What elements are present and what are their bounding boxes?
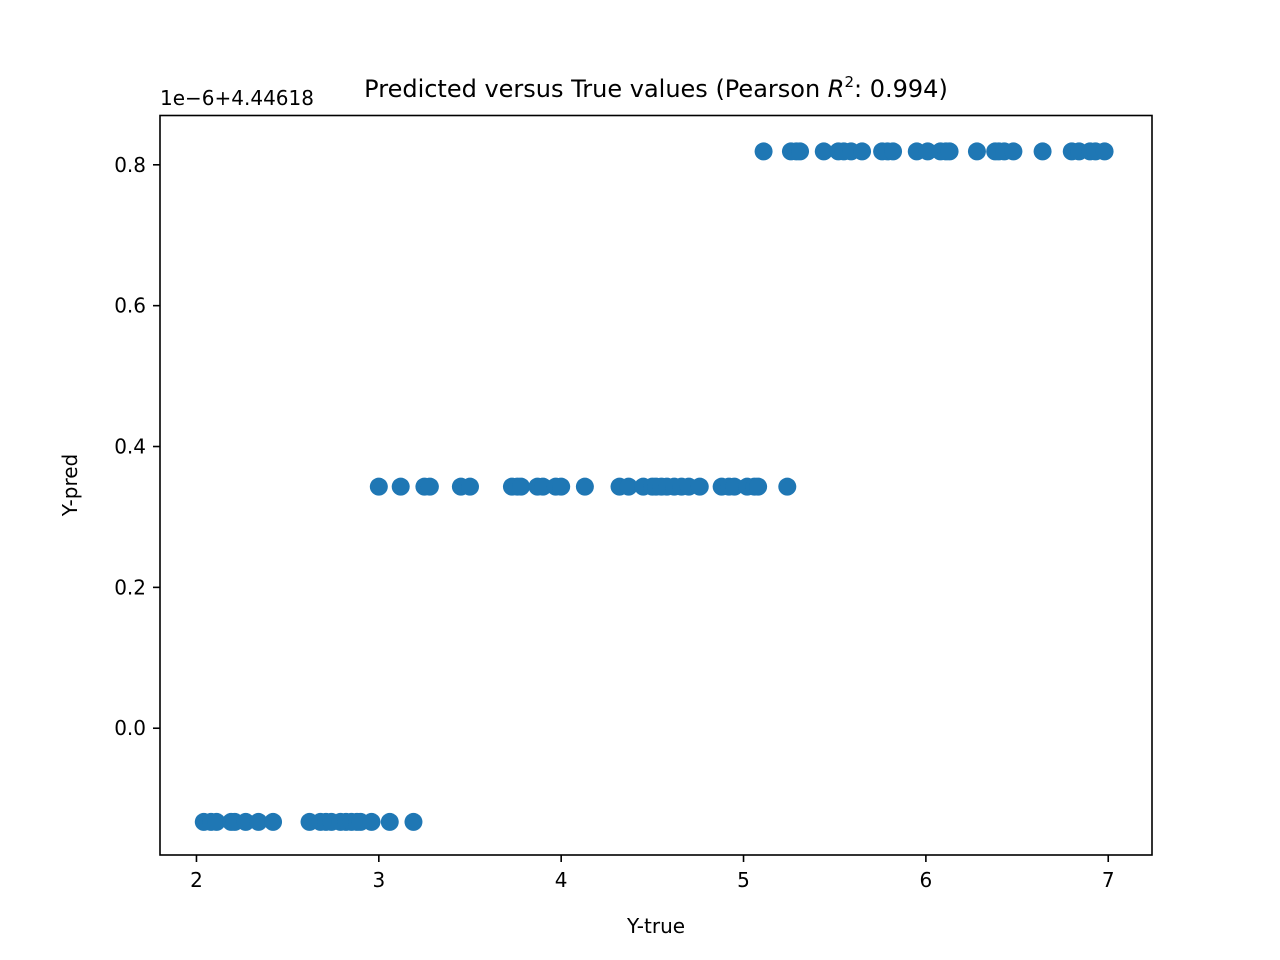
x-axis-label: Y-true	[626, 914, 685, 938]
x-tick-label: 5	[737, 868, 750, 892]
plot-frame	[159, 114, 1153, 856]
y-tick-label: 0.2	[114, 575, 146, 599]
y-tick-label: 0.0	[114, 716, 146, 740]
y-tick-label: 0.4	[114, 435, 146, 459]
data-point	[391, 477, 410, 496]
data-point	[814, 142, 833, 161]
data-point	[512, 477, 531, 496]
data-point	[575, 477, 594, 496]
data-point	[884, 142, 903, 161]
x-tick-label: 6	[920, 868, 933, 892]
data-point	[207, 812, 226, 831]
data-point	[619, 477, 638, 496]
x-tick-label: 4	[555, 868, 568, 892]
data-point	[778, 477, 797, 496]
data-point	[1033, 142, 1052, 161]
data-point	[749, 477, 768, 496]
data-point	[533, 477, 552, 496]
y-tick-label: 0.6	[114, 294, 146, 318]
data-point	[362, 812, 381, 831]
data-point	[264, 812, 283, 831]
data-point	[1004, 142, 1023, 161]
data-point	[690, 477, 709, 496]
data-point	[940, 142, 959, 161]
data-point	[420, 477, 439, 496]
x-tick-label: 7	[1102, 868, 1115, 892]
data-point	[967, 142, 986, 161]
data-point	[754, 142, 773, 161]
y-axis-label: Y-pred	[58, 454, 82, 518]
data-point	[791, 142, 810, 161]
data-point	[236, 812, 255, 831]
y-offset-text: 1e−6+4.44618	[160, 86, 314, 110]
y-tick-label: 0.8	[114, 153, 146, 177]
data-point	[725, 477, 744, 496]
data-point	[1095, 142, 1114, 161]
x-axis-ticks: 2 3 4 5 6 7	[190, 855, 1115, 892]
x-tick-label: 2	[190, 868, 203, 892]
data-point	[404, 812, 423, 831]
y-axis-ticks: 0.0 0.2 0.4 0.6 0.8	[114, 153, 160, 740]
chart-title: Predicted versus True values (Pearson R2…	[364, 73, 948, 103]
x-tick-label: 3	[372, 868, 385, 892]
data-point	[918, 142, 937, 161]
data-point	[461, 477, 479, 496]
data-points	[194, 142, 1114, 831]
data-point	[853, 142, 872, 161]
data-point	[552, 477, 571, 496]
data-point	[380, 812, 399, 831]
data-point	[249, 812, 268, 831]
data-point	[369, 477, 388, 496]
